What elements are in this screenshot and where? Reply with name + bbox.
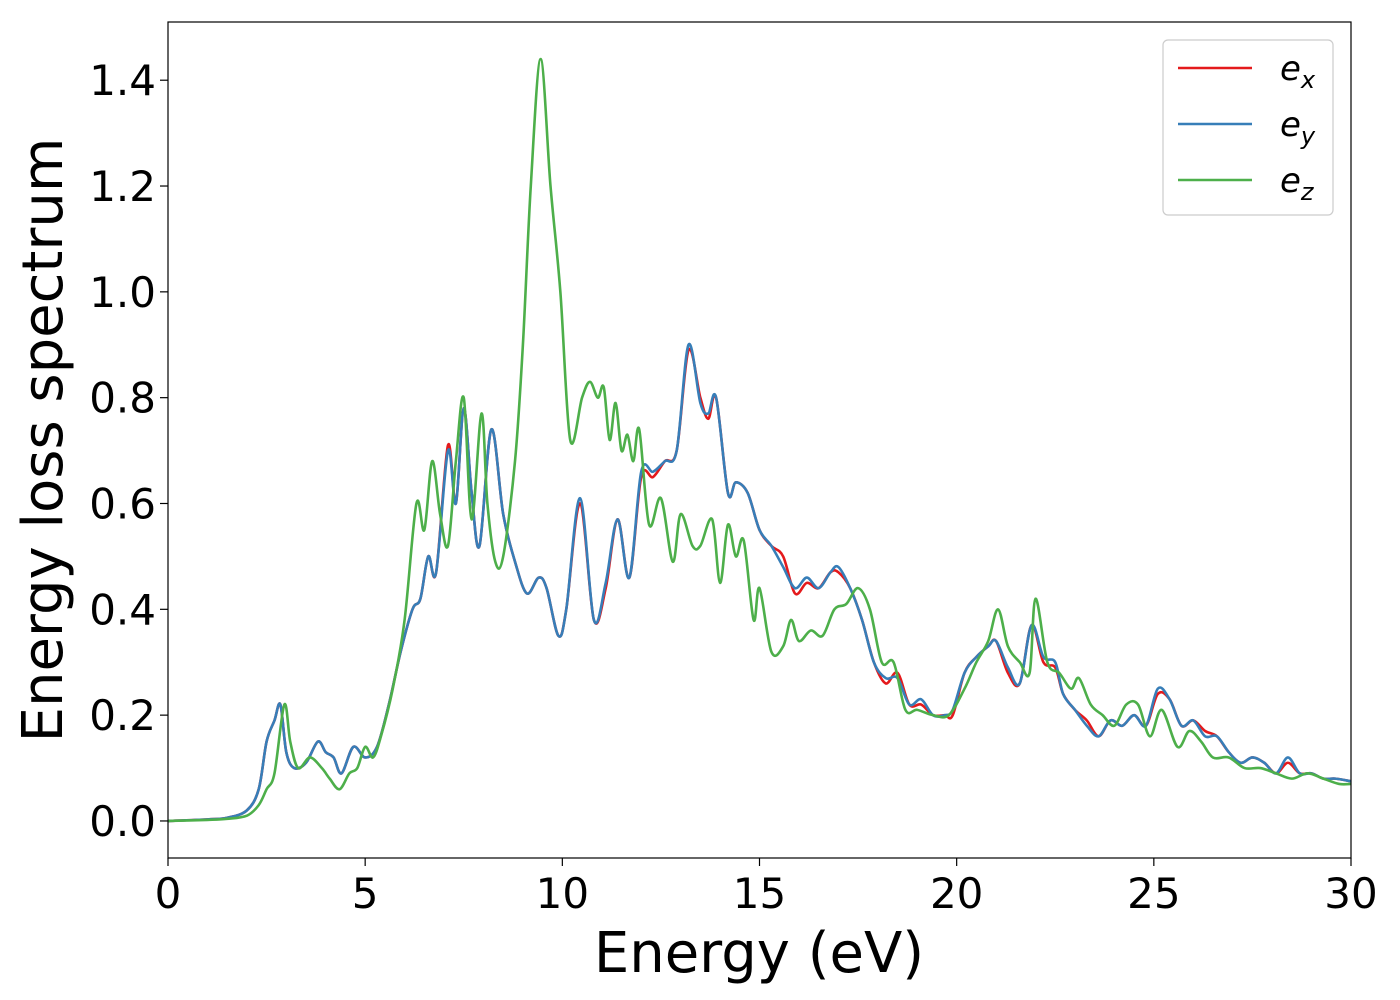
y-axis-title: Energy loss spectrum — [11, 138, 76, 743]
x-tick-label: 20 — [930, 869, 983, 918]
y-tick-label: 1.0 — [89, 268, 156, 317]
legend-label: ex — [1280, 49, 1316, 94]
legend-label-base: e — [1280, 105, 1301, 145]
legend-label: ez — [1280, 161, 1315, 206]
y-tick-label: 0.6 — [89, 479, 156, 528]
y-axis: 0.0 0.2 0.4 0.6 0.8 1.0 1.2 1.4 — [89, 56, 168, 846]
legend-label-subscript: z — [1300, 178, 1315, 206]
series-layer — [168, 57, 1351, 823]
x-tick-label: 25 — [1127, 869, 1180, 918]
legend-label-base: e — [1280, 49, 1301, 89]
y-tick-label: 0.0 — [89, 797, 156, 846]
y-tick-label: 1.2 — [89, 162, 156, 211]
x-tick-label: 30 — [1324, 869, 1377, 918]
y-tick-label: 0.4 — [89, 585, 156, 634]
x-tick-label: 5 — [352, 869, 379, 918]
legend-box — [1162, 39, 1334, 216]
series-line-e-z — [168, 57, 1351, 823]
x-tick-label: 15 — [733, 869, 786, 918]
y-tick-label: 1.4 — [89, 56, 156, 105]
x-axis-title: Energy (eV) — [594, 921, 924, 986]
x-axis: 0 5 10 15 20 25 30 — [155, 858, 1378, 918]
x-tick-label: 10 — [536, 869, 589, 918]
legend-label-subscript: y — [1300, 122, 1316, 150]
legend-label-base: e — [1280, 161, 1301, 201]
y-tick-label: 0.2 — [89, 691, 156, 740]
y-tick-label: 0.8 — [89, 374, 156, 423]
x-tick-label: 0 — [155, 869, 182, 918]
legend-label-subscript: x — [1300, 66, 1316, 94]
legend-label: ey — [1280, 105, 1316, 150]
